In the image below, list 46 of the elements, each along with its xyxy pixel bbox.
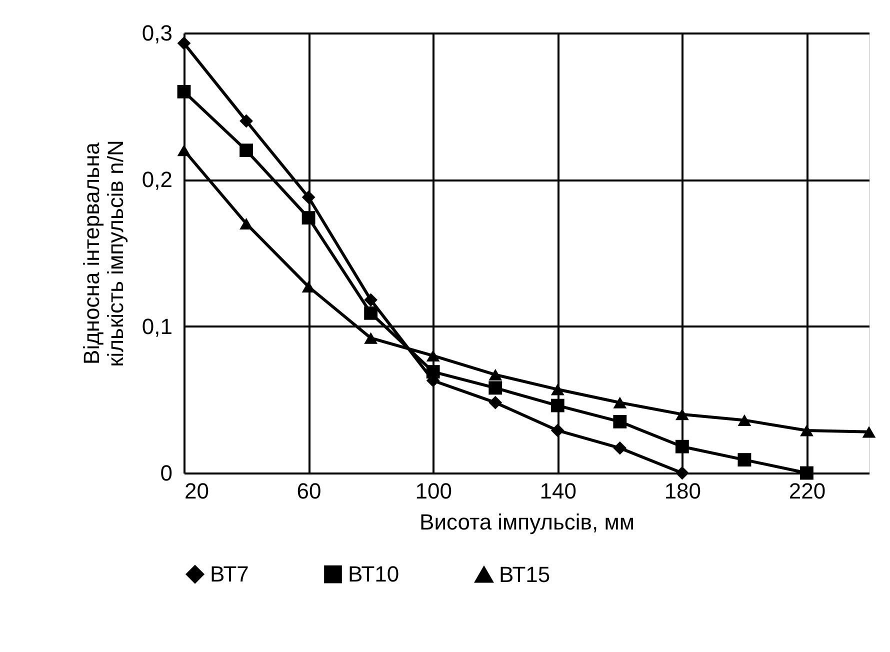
point [675,466,689,480]
x-tick-label: 220 [788,478,826,504]
point [488,396,502,410]
point [550,424,564,438]
x-tick-label: 140 [540,478,576,504]
point [550,384,564,396]
point [177,144,191,156]
point [800,466,814,480]
point [177,36,191,50]
point [613,414,627,428]
point [800,424,814,436]
x-tick-label: 20 [184,478,209,504]
point [426,365,440,379]
point [488,381,502,395]
point [240,218,253,230]
point [550,398,564,412]
point [426,350,440,362]
point [364,293,378,307]
y-axis-title: Відносна інтервальна кількість імпульсів n/N [78,140,128,367]
point [364,306,378,320]
point [177,84,191,98]
legend-label: ВТ10 [348,561,400,586]
y-tick-label: 0,2 [142,167,172,192]
x-axis-title: Висота імпульсів, мм [420,510,634,534]
point [738,453,752,467]
point [675,440,689,454]
point [675,408,689,420]
point [240,114,253,128]
x-tick-label: 180 [664,478,702,504]
point [862,426,876,438]
point [488,368,502,381]
point [738,414,752,426]
point [302,190,316,204]
y-tick-label: 0,3 [142,20,172,46]
point [240,144,253,158]
point [302,280,316,293]
x-tick-label: 100 [415,478,452,504]
point [364,332,378,344]
x-tick-label: 60 [296,478,322,504]
legend-label: ВТ15 [499,562,550,587]
legend-label: ВТ7 [210,561,249,586]
y-tick-label: 0 [160,460,172,486]
point [613,441,627,455]
point [613,396,627,408]
point [302,211,316,225]
y-tick-label: 0,1 [142,314,172,339]
